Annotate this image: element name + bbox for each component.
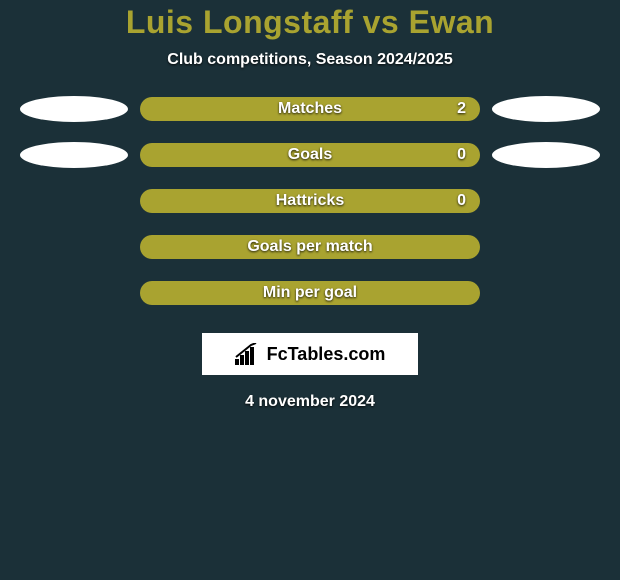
- stat-bar: Matches 2: [140, 97, 480, 121]
- date-label: 4 november 2024: [0, 393, 620, 411]
- stat-label: Hattricks: [276, 192, 344, 210]
- source-badge: FcTables.com: [202, 333, 418, 375]
- stat-label: Matches: [278, 100, 342, 118]
- stat-bar: Hattricks 0: [140, 189, 480, 213]
- stat-bar: Goals 0: [140, 143, 480, 167]
- stat-value-right: 0: [457, 146, 466, 164]
- stat-label: Min per goal: [263, 284, 357, 302]
- stats-rows: Matches 2 Goals 0 Hattricks 0 Goals per match M…: [0, 97, 620, 305]
- left-value-ellipse: [20, 96, 128, 122]
- subtitle: Club competitions, Season 2024/2025: [0, 51, 620, 69]
- source-badge-text: FcTables.com: [267, 344, 386, 365]
- stat-row: Goals 0: [0, 143, 620, 167]
- stat-label: Goals: [288, 146, 332, 164]
- stat-bar: Min per goal: [140, 281, 480, 305]
- stat-row: Matches 2: [0, 97, 620, 121]
- stat-value-right: 0: [457, 192, 466, 210]
- stat-row: Hattricks 0: [0, 189, 620, 213]
- stat-row: Goals per match: [0, 235, 620, 259]
- right-value-ellipse: [492, 142, 600, 168]
- page-title: Luis Longstaff vs Ewan: [0, 4, 620, 41]
- barchart-icon: [235, 343, 261, 365]
- infographic-container: Luis Longstaff vs Ewan Club competitions…: [0, 0, 620, 580]
- stat-label: Goals per match: [247, 238, 372, 256]
- stat-bar: Goals per match: [140, 235, 480, 259]
- stat-row: Min per goal: [0, 281, 620, 305]
- right-value-ellipse: [492, 96, 600, 122]
- left-value-ellipse: [20, 142, 128, 168]
- stat-value-right: 2: [457, 100, 466, 118]
